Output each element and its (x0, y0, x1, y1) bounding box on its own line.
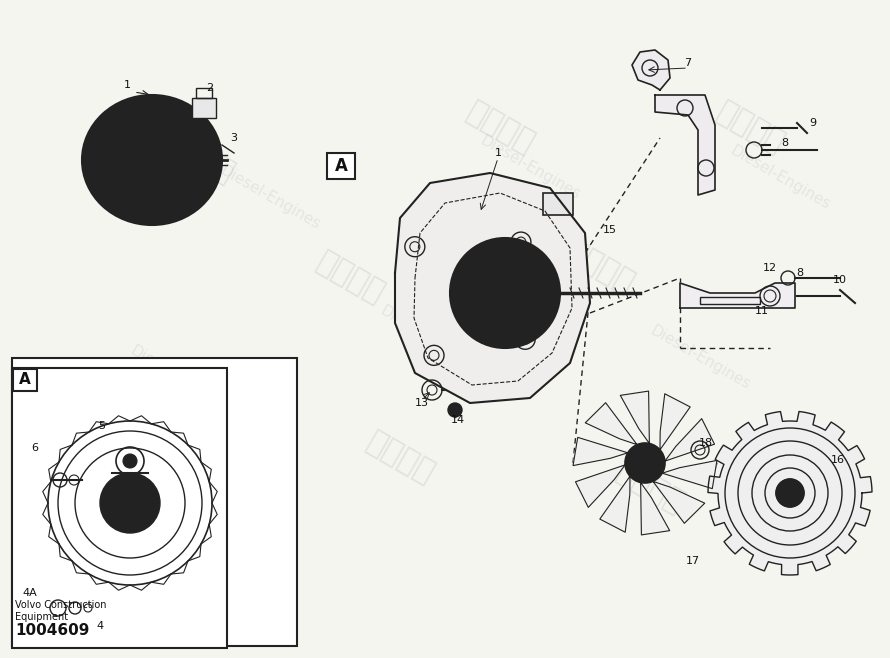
Circle shape (123, 454, 137, 468)
Text: 7: 7 (684, 58, 692, 68)
Text: 紫发动力: 紫发动力 (611, 457, 689, 519)
Text: 5: 5 (99, 421, 106, 431)
Text: 6: 6 (31, 443, 38, 453)
Circle shape (776, 479, 804, 507)
Circle shape (190, 116, 199, 126)
Circle shape (480, 268, 530, 318)
Text: 1: 1 (124, 80, 131, 90)
Text: 4A: 4A (22, 588, 37, 598)
Polygon shape (660, 393, 690, 450)
Polygon shape (662, 461, 717, 489)
Text: Diesel-Engines: Diesel-Engines (477, 133, 583, 203)
Text: 紫发动力: 紫发动力 (361, 427, 439, 489)
Polygon shape (395, 173, 590, 403)
Polygon shape (680, 283, 795, 308)
Circle shape (625, 443, 665, 483)
Text: Diesel-Engines: Diesel-Engines (647, 323, 753, 393)
Text: 15: 15 (603, 225, 617, 235)
Text: 14: 14 (451, 415, 465, 425)
Circle shape (104, 116, 115, 126)
Text: 11: 11 (755, 306, 769, 316)
Ellipse shape (82, 95, 222, 225)
Text: A: A (335, 157, 347, 175)
Text: 1: 1 (495, 148, 501, 158)
Polygon shape (576, 465, 625, 507)
Text: Diesel-Engines: Diesel-Engines (217, 163, 323, 233)
Bar (196, 88, 212, 98)
Polygon shape (653, 482, 705, 523)
Text: 10: 10 (833, 275, 847, 285)
Text: Volvo Construction: Volvo Construction (15, 600, 107, 610)
Text: 2: 2 (206, 83, 214, 93)
Text: Diesel-Engines: Diesel-Engines (727, 143, 833, 213)
Circle shape (186, 197, 196, 207)
Circle shape (450, 238, 560, 348)
Text: 4: 4 (96, 621, 103, 631)
Polygon shape (665, 418, 715, 461)
Text: 8: 8 (781, 138, 789, 148)
Text: 紫发动力: 紫发动力 (711, 97, 789, 159)
Text: 紫发动力: 紫发动力 (561, 237, 639, 299)
Text: Equipment: Equipment (15, 612, 69, 622)
FancyBboxPatch shape (13, 369, 37, 391)
Polygon shape (573, 438, 627, 466)
Polygon shape (586, 403, 637, 445)
Text: 1004609: 1004609 (15, 623, 89, 638)
Bar (192, 98, 216, 118)
Text: Diesel-Engines: Diesel-Engines (377, 303, 482, 373)
Polygon shape (620, 391, 650, 443)
Bar (12, 368, 227, 648)
Text: 16: 16 (831, 455, 845, 465)
Text: Diesel-Engines: Diesel-Engines (127, 343, 232, 413)
Text: 3: 3 (231, 133, 238, 143)
Polygon shape (632, 50, 670, 90)
Polygon shape (641, 482, 669, 535)
Circle shape (100, 473, 160, 533)
Bar (543, 193, 573, 215)
Text: 紫发动力: 紫发动力 (161, 127, 239, 189)
Circle shape (124, 132, 180, 188)
Text: 紫发动力: 紫发动力 (111, 477, 189, 539)
Polygon shape (655, 95, 715, 195)
Text: 17: 17 (686, 556, 700, 566)
Polygon shape (708, 411, 872, 575)
Text: 12: 12 (763, 263, 777, 273)
Text: 紫发动力: 紫发动力 (312, 247, 389, 309)
Polygon shape (600, 476, 630, 532)
Text: 18: 18 (699, 438, 713, 448)
Text: 13: 13 (415, 398, 429, 408)
Text: 8: 8 (797, 268, 804, 278)
Text: 9: 9 (809, 118, 816, 128)
Bar (12, 358, 297, 646)
Text: 紫发动力: 紫发动力 (461, 97, 538, 159)
Circle shape (448, 403, 462, 417)
Text: A: A (19, 372, 31, 388)
Bar (700, 297, 760, 304)
Circle shape (101, 190, 111, 200)
FancyBboxPatch shape (327, 153, 355, 179)
